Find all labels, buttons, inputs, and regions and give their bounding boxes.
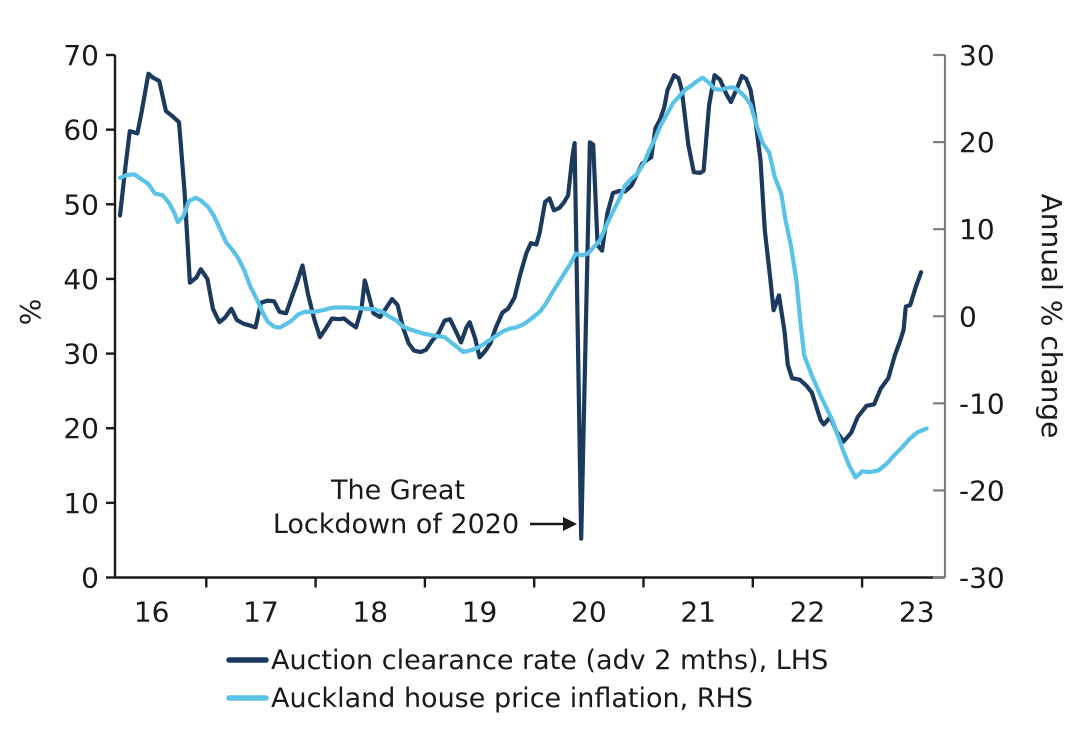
x-axis-year-label: 17: [243, 596, 279, 629]
left-axis-tick-label: 40: [63, 263, 99, 296]
x-axis-year-label: 21: [680, 596, 716, 629]
x-axis-year-label: 16: [134, 596, 170, 629]
right-axis-tick-label: 20: [959, 126, 995, 159]
left-axis-tick-label: 70: [63, 39, 99, 72]
annotation-great-lockdown: The Great Lockdown of 2020: [273, 475, 577, 540]
right-axis-tick-label: 0: [959, 300, 977, 333]
annotation-line-2: Lockdown of 2020: [273, 509, 519, 540]
legend: Auction clearance rate (adv 2 mths), LHS…: [226, 645, 828, 714]
left-axis-tick-label: 0: [81, 562, 99, 595]
legend-label-house-price: Auckland house price inflation, RHS: [271, 683, 753, 714]
left-axis-title: %: [14, 299, 47, 326]
house-price-inflation-series: [117, 75, 929, 480]
left-axis-tick-label: 10: [63, 487, 99, 520]
legend-label-auction-clearance: Auction clearance rate (adv 2 mths), LHS: [271, 645, 828, 676]
right-axis-tick-label: 10: [959, 213, 995, 246]
left-axis-tick-label: 30: [63, 338, 99, 371]
x-axis-year-label: 20: [571, 596, 607, 629]
x-axis-year-label: 23: [899, 596, 935, 629]
right-axis-title: Annual % change: [1035, 194, 1068, 439]
right-axis-tick-label: -30: [959, 562, 1005, 595]
left-axis-tick-label: 20: [63, 412, 99, 445]
auction-clearance-rate-series: [117, 71, 924, 541]
right-axis-tick-label: -10: [959, 387, 1005, 420]
x-axis-year-label: 19: [462, 596, 498, 629]
left-axis-tick-label: 60: [63, 114, 99, 147]
right-axis-tick-label: -20: [959, 474, 1005, 507]
x-axis-year-label: 22: [790, 596, 826, 629]
annotation-arrow-head-icon: [563, 517, 577, 531]
right-axis-tick-label: 30: [959, 39, 995, 72]
axes-layer: 0 10 20 30 40 50 60 70 -30 -20 -10 0 10 20 30 16 17 18 19 2…: [63, 39, 1004, 629]
x-axis-year-label: 18: [352, 596, 388, 629]
left-axis-tick-label: 50: [63, 188, 99, 221]
annotation-line-1: The Great: [330, 475, 465, 506]
